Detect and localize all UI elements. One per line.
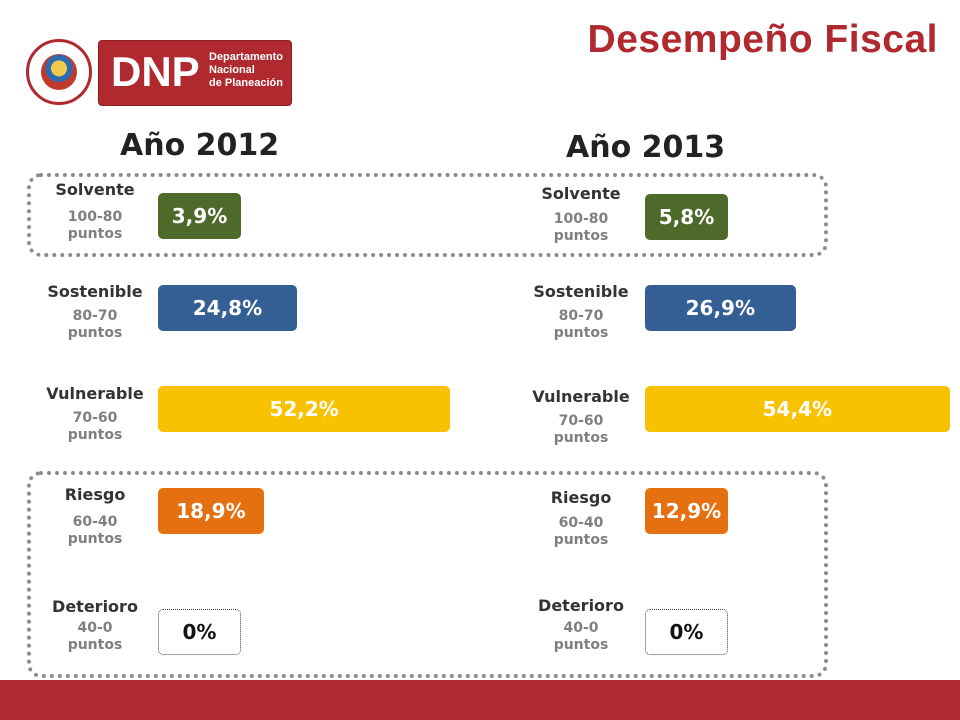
bar: 18,9% — [158, 488, 264, 534]
range-value: 100-80 — [67, 209, 123, 225]
category-label: Sostenible — [47, 282, 143, 301]
data-label: 0% — [669, 620, 704, 644]
range-unit: puntos — [67, 637, 123, 653]
range-unit: puntos — [553, 228, 609, 244]
range-unit: puntos — [553, 637, 609, 653]
category-label: Vulnerable — [532, 387, 630, 406]
bar: 5,8% — [645, 194, 728, 240]
category-label: Riesgo — [550, 488, 612, 507]
range-value: 100-80 — [553, 211, 609, 227]
category-label: Deterioro — [52, 597, 138, 616]
range-value: 60-40 — [558, 515, 604, 531]
category-label: Vulnerable — [46, 384, 144, 403]
category-range: 80-70 puntos — [30, 308, 160, 342]
data-label: 54,4% — [762, 397, 832, 421]
range-value: 40-0 — [563, 620, 599, 636]
bar: 24,8% — [158, 285, 297, 331]
chart-title: Año 2013 — [566, 130, 726, 165]
category-range: 80-70 puntos — [516, 308, 646, 342]
category-range: 100-80 puntos — [516, 211, 646, 245]
bar: 52,2% — [158, 386, 451, 432]
category-range: 60-40 puntos — [516, 515, 646, 549]
bar: 26,9% — [645, 285, 796, 331]
colombia-seal-icon — [26, 39, 92, 105]
bar: 0% — [645, 609, 728, 655]
category-range: 100-80 puntos — [30, 209, 160, 243]
category-range: 70-60 puntos — [516, 413, 646, 447]
range-unit: puntos — [67, 226, 123, 242]
range-unit: puntos — [67, 531, 123, 547]
footer-bar — [0, 680, 960, 720]
logo-text: DNP — [111, 48, 200, 95]
data-label: 12,9% — [651, 499, 722, 523]
range-unit: puntos — [67, 427, 123, 443]
dnp-logo: DNP Departamento Nacional de Planeación — [26, 37, 292, 107]
category-range: 70-60 puntos — [30, 410, 160, 444]
category-range: 40-0 puntos — [516, 620, 646, 654]
data-label: 5,8% — [658, 205, 715, 229]
data-label: 0% — [182, 620, 217, 644]
bar: 0% — [158, 609, 241, 655]
page-title: Desempeño Fiscal — [587, 18, 938, 61]
data-label: 3,9% — [171, 204, 228, 228]
range-value: 80-70 — [558, 308, 604, 324]
chart-title: Año 2012 — [120, 128, 280, 163]
data-label: 24,8% — [192, 296, 263, 320]
range-value: 70-60 — [558, 413, 604, 429]
data-label: 18,9% — [176, 499, 246, 523]
range-unit: puntos — [553, 532, 609, 548]
category-label: Solvente — [55, 180, 135, 199]
range-value: 70-60 — [72, 410, 118, 426]
range-value: 80-70 — [72, 308, 118, 324]
category-label: Solvente — [541, 184, 621, 203]
range-unit: puntos — [67, 325, 123, 341]
range-unit: puntos — [553, 430, 609, 446]
category-label: Deterioro — [538, 596, 624, 615]
category-label: Riesgo — [64, 485, 126, 504]
data-label: 26,9% — [685, 296, 755, 320]
range-unit: puntos — [553, 325, 609, 341]
bar: 54,4% — [645, 386, 950, 432]
bar: 12,9% — [645, 488, 728, 534]
top-group-border — [27, 173, 828, 257]
range-value: 40-0 — [77, 620, 113, 636]
category-range: 40-0 puntos — [30, 620, 160, 654]
category-label: Sostenible — [533, 282, 629, 301]
bar: 3,9% — [158, 193, 241, 239]
logo-subtitle: Departamento Nacional de Planeación — [209, 51, 283, 89]
range-value: 60-40 — [72, 514, 118, 530]
data-label: 52,2% — [269, 397, 339, 421]
category-range: 60-40 puntos — [30, 514, 160, 548]
bottom-group-border — [27, 471, 828, 678]
dnp-logo-box: DNP Departamento Nacional de Planeación — [98, 40, 292, 106]
